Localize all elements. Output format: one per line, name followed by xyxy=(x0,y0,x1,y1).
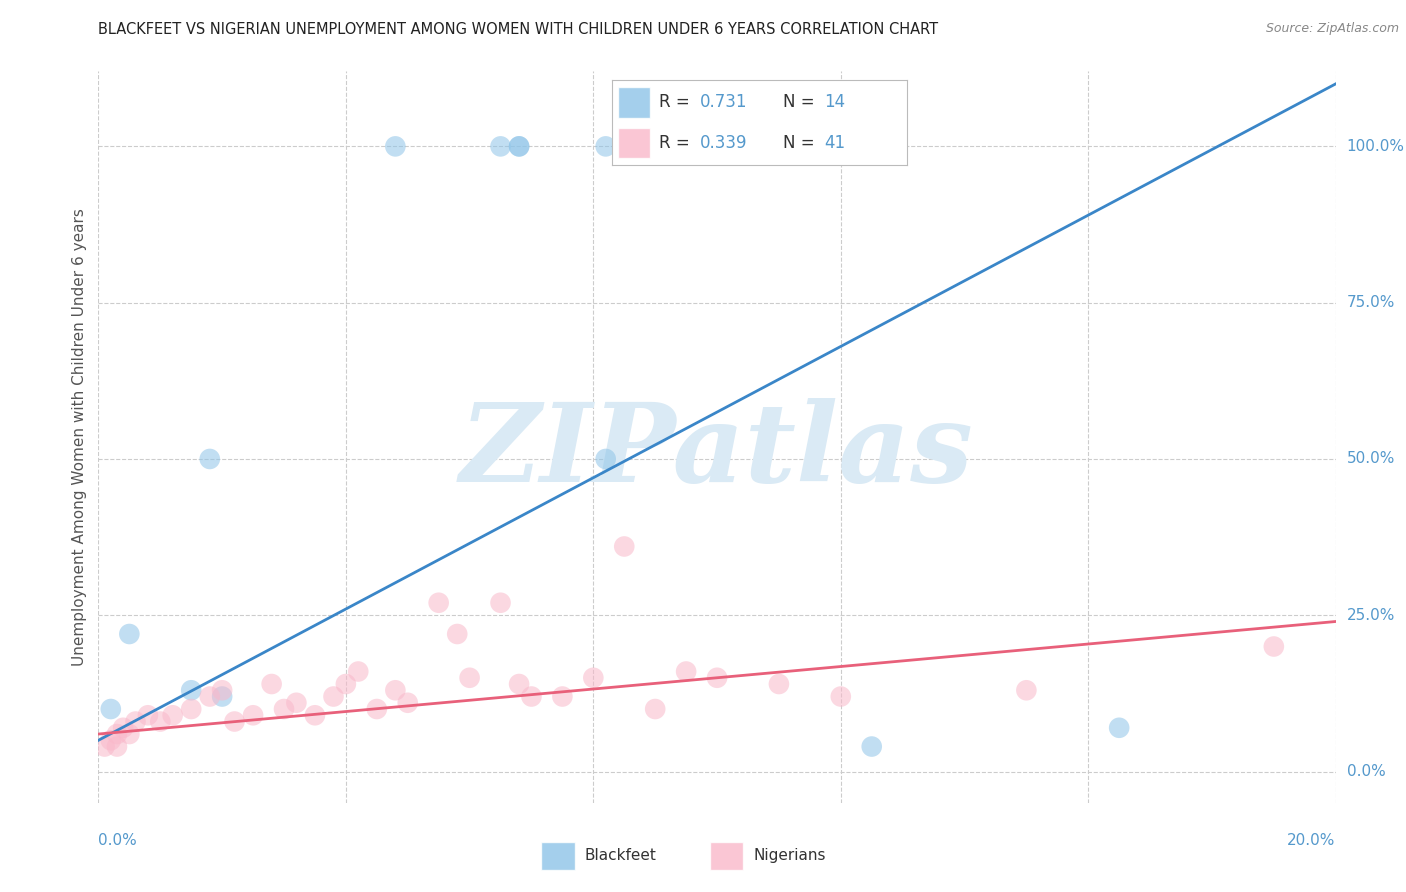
Point xyxy=(675,665,697,679)
Point xyxy=(706,139,728,153)
Text: Blackfeet: Blackfeet xyxy=(585,848,657,863)
Text: 0.0%: 0.0% xyxy=(98,833,138,848)
Point xyxy=(366,702,388,716)
Point xyxy=(322,690,344,704)
Point xyxy=(551,690,574,704)
Text: 41: 41 xyxy=(824,134,845,152)
FancyBboxPatch shape xyxy=(617,128,650,158)
Point xyxy=(211,690,233,704)
Point xyxy=(1263,640,1285,654)
Point xyxy=(198,690,221,704)
Point xyxy=(595,452,617,467)
Point xyxy=(1108,721,1130,735)
Point xyxy=(162,708,184,723)
Point xyxy=(508,139,530,153)
Text: Nigerians: Nigerians xyxy=(754,848,827,863)
Point xyxy=(830,690,852,704)
Point xyxy=(595,139,617,153)
Point xyxy=(211,683,233,698)
Text: 0.0%: 0.0% xyxy=(1347,764,1385,779)
Point xyxy=(149,714,172,729)
Point xyxy=(582,671,605,685)
Point xyxy=(446,627,468,641)
Point xyxy=(118,627,141,641)
Text: Source: ZipAtlas.com: Source: ZipAtlas.com xyxy=(1265,22,1399,36)
Point xyxy=(100,733,122,747)
FancyBboxPatch shape xyxy=(710,842,744,870)
Point xyxy=(508,677,530,691)
Text: R =: R = xyxy=(659,134,695,152)
Point xyxy=(93,739,115,754)
FancyBboxPatch shape xyxy=(541,842,575,870)
Text: N =: N = xyxy=(783,94,820,112)
Point xyxy=(396,696,419,710)
Text: 0.731: 0.731 xyxy=(700,94,748,112)
Y-axis label: Unemployment Among Women with Children Under 6 years: Unemployment Among Women with Children U… xyxy=(72,208,87,666)
Point xyxy=(384,683,406,698)
Point xyxy=(644,702,666,716)
Text: 20.0%: 20.0% xyxy=(1288,833,1336,848)
Point xyxy=(384,139,406,153)
Point xyxy=(508,139,530,153)
Point xyxy=(458,671,481,685)
Text: 0.339: 0.339 xyxy=(700,134,748,152)
Point xyxy=(1015,683,1038,698)
Point xyxy=(860,739,883,754)
Point xyxy=(180,702,202,716)
Point xyxy=(427,596,450,610)
Text: R =: R = xyxy=(659,94,695,112)
Point xyxy=(489,139,512,153)
Point xyxy=(112,721,135,735)
Text: N =: N = xyxy=(783,134,820,152)
FancyBboxPatch shape xyxy=(617,87,650,118)
Point xyxy=(118,727,141,741)
Text: 50.0%: 50.0% xyxy=(1347,451,1395,467)
Point xyxy=(706,671,728,685)
Point xyxy=(242,708,264,723)
Point xyxy=(105,739,128,754)
Text: BLACKFEET VS NIGERIAN UNEMPLOYMENT AMONG WOMEN WITH CHILDREN UNDER 6 YEARS CORRE: BLACKFEET VS NIGERIAN UNEMPLOYMENT AMONG… xyxy=(98,22,939,37)
Point xyxy=(335,677,357,691)
Point xyxy=(489,596,512,610)
Point xyxy=(198,452,221,467)
Point xyxy=(768,677,790,691)
Point xyxy=(260,677,283,691)
Text: 100.0%: 100.0% xyxy=(1347,139,1405,154)
Point xyxy=(100,702,122,716)
Point xyxy=(224,714,246,729)
Point xyxy=(613,540,636,554)
Point xyxy=(304,708,326,723)
Point xyxy=(520,690,543,704)
Point xyxy=(273,702,295,716)
Point xyxy=(124,714,146,729)
Point xyxy=(180,683,202,698)
Point xyxy=(105,727,128,741)
Text: 25.0%: 25.0% xyxy=(1347,607,1395,623)
Point xyxy=(136,708,159,723)
Point xyxy=(285,696,308,710)
Text: ZIPatlas: ZIPatlas xyxy=(460,398,974,506)
Text: 75.0%: 75.0% xyxy=(1347,295,1395,310)
Point xyxy=(347,665,370,679)
Text: 14: 14 xyxy=(824,94,845,112)
